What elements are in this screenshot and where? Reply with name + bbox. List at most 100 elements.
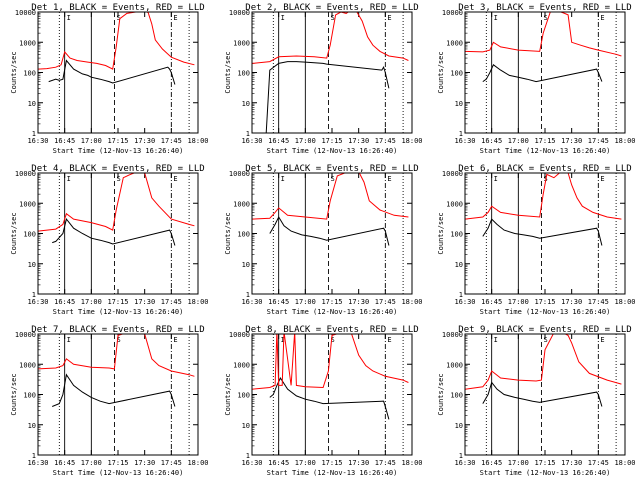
y-tick-label: 10000 (229, 170, 250, 178)
y-axis-label: Counts/sec (224, 51, 232, 93)
y-tick-label: 10 (242, 100, 250, 108)
x-tick-label: 18:00 (187, 137, 208, 145)
lld-series-line (465, 334, 622, 390)
x-tick-label: 16:45 (481, 298, 502, 306)
x-tick-label: 17:15 (321, 298, 342, 306)
panel-title: Det 6, BLACK = Events, RED = LLD (458, 164, 631, 174)
marker-label: E (387, 175, 391, 183)
marker-label: I (281, 175, 285, 183)
x-tick-label: 17:15 (321, 459, 342, 467)
y-tick-label: 10 (242, 261, 250, 269)
x-tick-label: 17:30 (134, 459, 155, 467)
detector-panel-8: Det 8, BLACK = Events, RED = LLD 1 10 100 10… (224, 325, 423, 477)
events-series-line (269, 215, 390, 246)
events-series-line (52, 373, 176, 407)
y-axis-label: Counts/sec (10, 212, 18, 254)
plot-frame (251, 11, 413, 134)
marker-label: S (543, 336, 547, 344)
marker-label: E (387, 336, 391, 344)
marker-label: E (173, 336, 177, 344)
y-tick-label: 10000 (442, 331, 463, 339)
plot-frame (464, 333, 626, 456)
y-tick-label: 10 (455, 261, 463, 269)
y-axis-label: Counts/sec (10, 373, 18, 415)
x-tick-label: 17:00 (81, 459, 102, 467)
x-tick-label: 17:45 (375, 459, 396, 467)
y-tick-label: 1000 (19, 200, 36, 208)
x-tick-label: 16:45 (268, 298, 289, 306)
x-tick-label: 18:00 (614, 298, 635, 306)
y-axis-label: Counts/sec (437, 373, 445, 415)
y-tick-label: 1 (32, 130, 36, 138)
y-tick-label: 10000 (229, 9, 250, 17)
x-tick-label: 16:30 (27, 298, 48, 306)
detector-panel-3: Det 3, BLACK = Events, RED = LLD 1 10 100 10… (437, 3, 636, 155)
marker-label: S (116, 336, 120, 344)
x-axis-label: Start Time (12-Nov-13 16:26:40) (53, 308, 184, 316)
x-tick-label: 17:30 (134, 137, 155, 145)
events-series-line (482, 64, 603, 83)
y-tick-label: 100 (450, 392, 463, 400)
y-tick-label: 10000 (229, 331, 250, 339)
x-axis-label: Start Time (12-Nov-13 16:26:40) (267, 469, 398, 477)
x-tick-label: 17:00 (295, 137, 316, 145)
marker-label: E (600, 175, 604, 183)
x-tick-label: 17:45 (375, 137, 396, 145)
x-tick-label: 17:30 (561, 459, 582, 467)
plot-frame (464, 172, 626, 295)
lld-series-line (465, 173, 622, 220)
panel-title: Det 7, BLACK = Events, RED = LLD (31, 325, 204, 335)
x-tick-label: 17:00 (508, 137, 529, 145)
x-axis-label: Start Time (12-Nov-13 16:26:40) (480, 469, 611, 477)
y-tick-label: 100 (237, 231, 250, 239)
x-tick-label: 17:30 (561, 137, 582, 145)
y-axis-label: Counts/sec (224, 212, 232, 254)
y-tick-label: 100 (237, 70, 250, 78)
x-tick-label: 16:30 (27, 459, 48, 467)
events-series-line (482, 218, 603, 246)
y-axis-label: Counts/sec (437, 51, 445, 93)
plot-frame (37, 11, 199, 134)
y-tick-label: 1000 (233, 39, 250, 47)
y-tick-label: 1000 (446, 39, 463, 47)
panel-title: Det 3, BLACK = Events, RED = LLD (458, 3, 631, 13)
y-tick-label: 100 (450, 70, 463, 78)
detector-panel-6: Det 6, BLACK = Events, RED = LLD 1 10 100 10… (437, 164, 636, 316)
marker-label: E (173, 175, 177, 183)
panel-title: Det 9, BLACK = Events, RED = LLD (458, 325, 631, 335)
marker-label: I (494, 175, 498, 183)
detector-panel-5: Det 5, BLACK = Events, RED = LLD 1 10 100 10… (224, 164, 423, 316)
events-series-line (269, 376, 390, 420)
marker-label: S (330, 336, 334, 344)
y-tick-label: 1 (246, 452, 250, 460)
marker-label: S (330, 175, 334, 183)
y-tick-label: 1000 (233, 361, 250, 369)
detector-panel-4: Det 4, BLACK = Events, RED = LLD 1 10 100 10… (10, 164, 209, 316)
lld-series-line (38, 173, 195, 232)
y-tick-label: 1000 (19, 39, 36, 47)
x-tick-label: 18:00 (187, 298, 208, 306)
events-series-line (482, 381, 603, 407)
y-tick-label: 100 (23, 392, 36, 400)
lld-series-line (252, 334, 409, 390)
marker-label: I (281, 14, 285, 22)
marker-label: S (543, 14, 547, 22)
y-tick-label: 1000 (446, 361, 463, 369)
y-tick-label: 10000 (15, 9, 36, 17)
events-series-line (48, 59, 176, 85)
x-axis-label: Start Time (12-Nov-13 16:26:40) (53, 469, 184, 477)
marker-label: I (281, 336, 285, 344)
x-tick-label: 17:15 (107, 298, 128, 306)
y-tick-label: 1 (32, 452, 36, 460)
y-tick-label: 100 (23, 70, 36, 78)
x-tick-label: 17:15 (534, 137, 555, 145)
detector-panel-1: Det 1, BLACK = Events, RED = LLD 1 10 100 10… (10, 3, 209, 155)
x-tick-label: 17:30 (348, 137, 369, 145)
detector-panel-9: Det 9, BLACK = Events, RED = LLD 1 10 100 10… (437, 325, 636, 477)
x-tick-label: 16:30 (241, 137, 262, 145)
y-axis-label: Counts/sec (10, 51, 18, 93)
x-tick-label: 18:00 (401, 459, 422, 467)
y-tick-label: 1 (246, 130, 250, 138)
y-axis-label: Counts/sec (437, 212, 445, 254)
